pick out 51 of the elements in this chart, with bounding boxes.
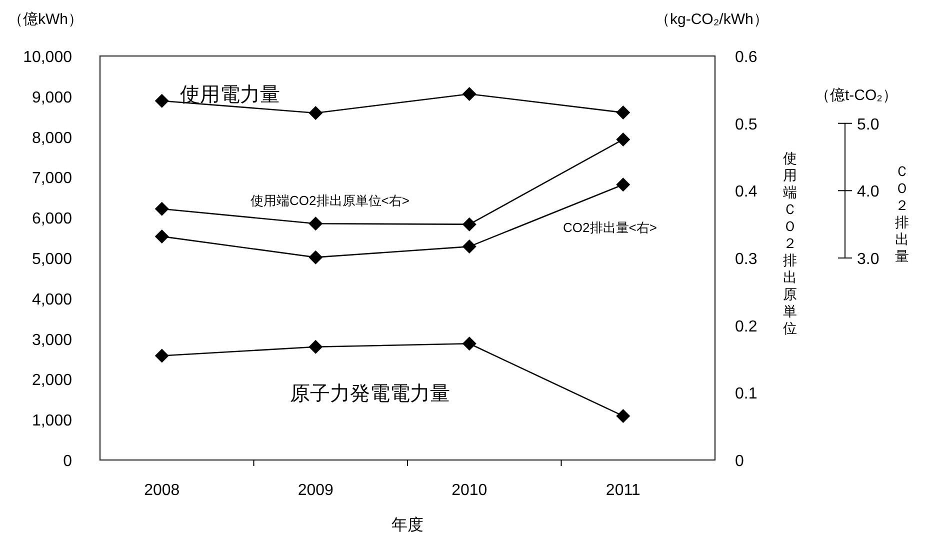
y-tick-label: 1,000 <box>32 412 72 430</box>
y-tick-label: 2,000 <box>32 372 72 390</box>
series-label: 使用電力量 <box>180 84 280 106</box>
point <box>616 132 630 146</box>
y2-tick-label: 0 <box>735 453 744 470</box>
point <box>154 348 169 363</box>
y2-tick-label: 0.1 <box>735 386 758 403</box>
y-tick-label: 10,000 <box>23 49 72 66</box>
y2-tick-label: 0.6 <box>735 49 758 66</box>
point <box>308 340 323 354</box>
point <box>462 240 476 254</box>
point <box>616 408 630 423</box>
y-tick-label: 5,000 <box>32 251 72 268</box>
text: ＣＯ２排出量 <box>895 163 909 264</box>
point <box>616 106 630 120</box>
y3-tick-label: 3.0 <box>857 251 880 268</box>
y2-axis-title: （kg-CO₂/kWh） <box>655 11 768 28</box>
point <box>154 202 169 216</box>
series-label: 使用端CO2排出原単位<右> <box>250 193 410 208</box>
y3-tick-label: 4.0 <box>857 184 880 201</box>
point <box>308 106 323 120</box>
y-tick-label: 0 <box>63 453 72 470</box>
y-tick-label: 4,000 <box>32 291 72 308</box>
x-tick-label: 2008 <box>144 482 180 499</box>
point <box>462 336 476 351</box>
y2-tick-label: 0.4 <box>735 184 758 201</box>
x-tick-label: 2009 <box>298 482 334 499</box>
text: 使用端ＣＯ２排出原単位 <box>783 150 797 336</box>
point <box>154 229 169 244</box>
point <box>616 178 630 192</box>
point <box>308 250 323 264</box>
point <box>154 94 169 108</box>
point <box>308 216 323 231</box>
y2-tick-label: 0.5 <box>735 116 758 134</box>
point <box>462 86 476 101</box>
y-tick-label: 6,000 <box>32 210 72 228</box>
x-axis-title: 年度 <box>392 516 424 534</box>
y3-tick-label: 5.0 <box>857 116 880 134</box>
y2-tick-label: 0.2 <box>735 318 758 336</box>
y-tick-label: 7,000 <box>32 170 72 188</box>
y2-tick-label: 0.3 <box>735 251 758 268</box>
x-tick-label: 2011 <box>606 482 640 499</box>
y-axis-title: （億kWh） <box>8 11 83 28</box>
series-label: 原子力発電電力量 <box>290 383 450 405</box>
y-tick-label: 3,000 <box>32 332 72 349</box>
y-tick-label: 9,000 <box>32 89 72 106</box>
x-tick-label: 2010 <box>452 482 488 499</box>
y-tick-label: 8,000 <box>32 130 72 147</box>
y3-axis-title: （億t-CO₂） <box>815 87 898 104</box>
point <box>462 217 476 232</box>
series-label: CO2排出量<右> <box>563 220 657 235</box>
